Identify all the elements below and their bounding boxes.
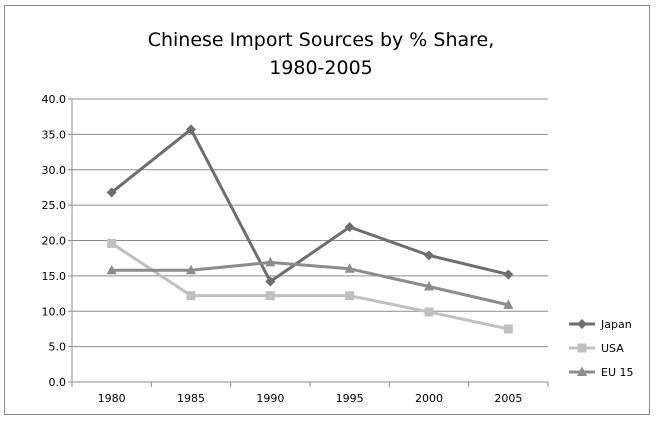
- series-layer: [106, 124, 514, 334]
- y-tick-label: 5.0: [49, 341, 67, 354]
- legend-item: Japan: [569, 318, 632, 331]
- data-point-diamond: [577, 319, 587, 329]
- legend: Japan USA EU 15: [569, 318, 634, 379]
- data-point-square: [345, 291, 355, 301]
- data-point-square: [107, 238, 117, 248]
- data-point-diamond: [106, 187, 117, 198]
- x-tick-label: 1990: [256, 392, 284, 405]
- series-line: [110, 242, 509, 331]
- data-point-diamond: [503, 269, 514, 280]
- series-0: [106, 124, 514, 287]
- data-point-diamond: [344, 222, 355, 233]
- series-line: [110, 127, 509, 284]
- y-tick-label: 40.0: [42, 93, 67, 106]
- gridlines: [72, 98, 548, 348]
- data-point-triangle: [424, 280, 434, 291]
- data-point-triangle: [186, 264, 196, 275]
- data-point-square: [186, 291, 196, 301]
- x-tick-label: 1980: [98, 392, 126, 405]
- data-point-square: [265, 291, 275, 301]
- y-tick-label: 25.0: [42, 199, 67, 212]
- y-tick-label: 15.0: [42, 270, 67, 283]
- data-point-triangle: [265, 256, 276, 267]
- y-tick-label: 20.0: [42, 235, 67, 248]
- data-point-triangle: [503, 299, 514, 309]
- data-point-triangle: [344, 263, 355, 273]
- x-tick-label: 2005: [494, 392, 522, 405]
- series-2: [106, 256, 514, 309]
- legend-item: EU 15: [569, 366, 634, 379]
- data-point-diamond: [265, 276, 276, 287]
- x-tick-label: 1995: [336, 392, 364, 405]
- x-axis: 1980 1985 1990 1995 2000 2005: [71, 381, 549, 405]
- chart-title-line-1: Chinese Import Sources by % Share,: [148, 29, 495, 51]
- chart-title-line-2: 1980-2005: [269, 57, 373, 79]
- data-point-square: [503, 324, 513, 334]
- legend-label: USA: [601, 342, 624, 355]
- series-line: [111, 260, 509, 307]
- legend-item: USA: [569, 342, 624, 355]
- series-1: [107, 238, 513, 334]
- data-point-diamond: [186, 124, 196, 135]
- legend-label: Japan: [600, 318, 632, 331]
- y-tick-label: 0.0: [49, 376, 67, 389]
- y-tick-label: 10.0: [42, 305, 67, 318]
- y-tick-label: 35.0: [42, 128, 67, 141]
- data-point-triangle: [106, 264, 117, 275]
- y-tick-label: 30.0: [42, 164, 67, 177]
- legend-label: EU 15: [601, 366, 634, 379]
- data-point-square: [577, 343, 587, 353]
- data-point-diamond: [424, 250, 434, 261]
- x-tick-label: 2000: [415, 392, 443, 405]
- data-point-square: [424, 307, 434, 317]
- y-axis: 0.0 5.0 10.0 15.0 20.0 25.0 30.0 35.0 40.0: [42, 93, 73, 389]
- x-tick-label: 1985: [177, 392, 205, 405]
- data-point-triangle: [577, 366, 587, 376]
